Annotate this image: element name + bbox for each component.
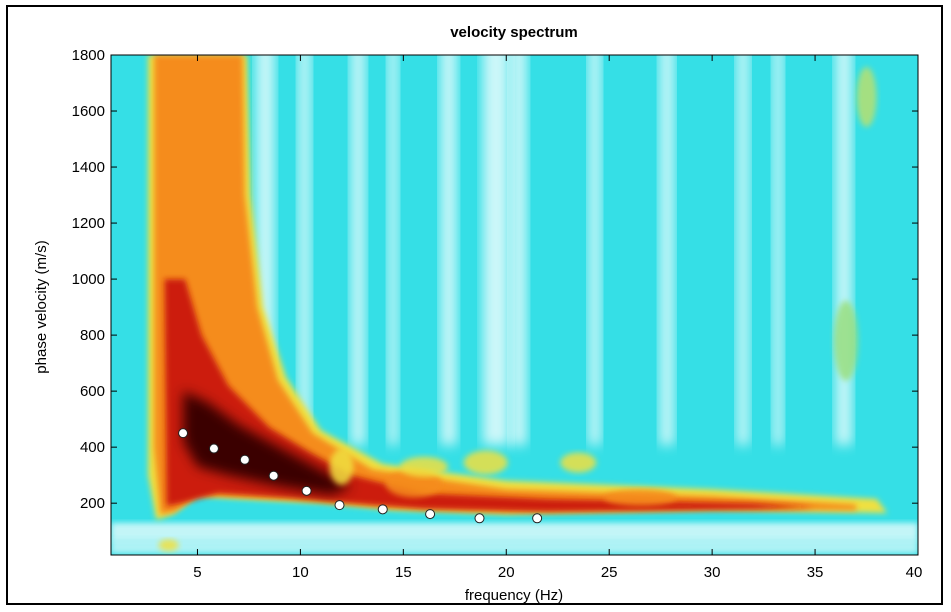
heatmap-blob	[329, 448, 354, 485]
heatmap-stripe	[440, 55, 457, 445]
heatmap-stripe	[835, 55, 853, 445]
heatmap-blob	[463, 450, 508, 475]
y-tick-label: 1600	[72, 103, 105, 120]
picked-points	[178, 428, 543, 524]
heatmap-stripe	[588, 55, 601, 445]
heatmap-blob	[158, 539, 179, 552]
heatmap-blob	[604, 489, 677, 506]
picked-point	[474, 513, 485, 524]
picked-point	[208, 443, 219, 454]
heatmap-stripe	[510, 55, 527, 445]
x-tick-label: 40	[906, 564, 923, 581]
velocity-spectrum-chart: velocity spectrum 5 10 15 20 25 30 35 40 200 400…	[33, 24, 922, 603]
y-tick-label: 1800	[72, 47, 105, 64]
chart-title: velocity spectrum	[450, 24, 578, 41]
heatmap-stripe	[659, 55, 675, 445]
picked-point	[532, 513, 543, 524]
heatmap-blob	[856, 67, 877, 128]
x-axis: 5 10 15 20 25 30 35 40	[193, 55, 922, 581]
picked-point	[178, 428, 189, 439]
x-tick-label: 15	[395, 564, 412, 581]
y-tick-label: 1000	[72, 271, 105, 288]
y-axis-label: phase velocity (m/s)	[33, 240, 50, 373]
heatmap-stripe	[772, 55, 784, 445]
heatmap-band	[111, 522, 918, 541]
heatmap-stripe	[482, 55, 510, 445]
x-axis-label: frequency (Hz)	[465, 587, 563, 603]
y-axis: 200 400 600 800 1000 1200 1400 1600 1800	[72, 47, 918, 512]
y-tick-label: 1400	[72, 159, 105, 176]
x-tick-label: 5	[193, 564, 201, 581]
x-tick-label: 10	[292, 564, 309, 581]
y-tick-label: 400	[80, 439, 105, 456]
heatmap-stripe	[298, 55, 311, 445]
heatmap-field	[111, 55, 918, 555]
heatmap-band	[111, 539, 918, 554]
heatmap-stripe	[350, 55, 366, 445]
picked-point	[377, 504, 388, 515]
y-tick-label: 1200	[72, 215, 105, 232]
y-tick-label: 200	[80, 495, 105, 512]
heatmap-energy	[111, 55, 918, 554]
picked-point	[334, 500, 345, 511]
heatmap-contour-3	[183, 391, 352, 495]
y-tick-label: 800	[80, 327, 105, 344]
x-tick-label: 30	[704, 564, 721, 581]
heatmap-blob	[560, 452, 597, 473]
x-tick-label: 25	[601, 564, 618, 581]
x-tick-label: 20	[498, 564, 515, 581]
picked-point	[268, 470, 279, 481]
x-tick-label: 35	[807, 564, 824, 581]
chart-frame: velocity spectrum 5 10 15 20 25 30 35 40 200 400…	[6, 5, 943, 605]
picked-point	[239, 454, 250, 465]
heatmap-blob	[399, 456, 448, 477]
y-tick-label: 600	[80, 383, 105, 400]
heatmap-stripe	[387, 55, 399, 445]
heatmap-stripe	[736, 55, 750, 445]
heatmap-contour-2	[164, 279, 816, 512]
picked-point	[301, 485, 312, 496]
plot-border	[110, 54, 919, 556]
heatmap-blob	[833, 300, 858, 381]
picked-point	[425, 509, 436, 520]
